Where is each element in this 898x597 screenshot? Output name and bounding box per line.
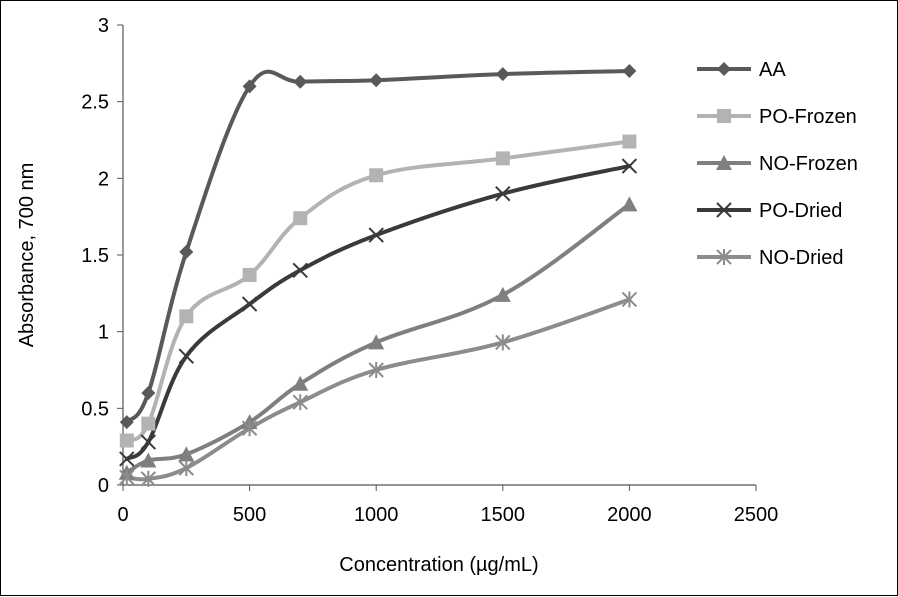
data-point-po-dried (621, 158, 638, 174)
series-line-no-dried (124, 297, 632, 482)
series-line-po-frozen (124, 139, 632, 443)
data-point-no-frozen (621, 196, 638, 212)
y-tick-label: 2.5 (81, 92, 109, 114)
legend-marker (716, 202, 732, 218)
x-tick-label: 2000 (607, 504, 652, 526)
legend-marker (717, 62, 731, 76)
legend-item-po-dried: PO-Dried (697, 200, 842, 222)
legend-marker (717, 109, 731, 123)
y-tick-label: 1.5 (81, 245, 109, 267)
data-point-po-frozen (495, 151, 510, 166)
axes: 0 0.5 1 1.5 2 2.5 3 0 500 1000 1500 2000 2500 (81, 15, 778, 526)
legend-item-no-frozen: NO-Frozen (697, 153, 858, 175)
data-point-po-dried (140, 434, 157, 450)
data-point-po-frozen (179, 309, 194, 324)
x-tick-label: 0 (117, 504, 128, 526)
y-tick-label: 3 (98, 15, 109, 37)
y-tick-label: 0 (98, 475, 109, 497)
data-point-no-dried (241, 420, 258, 437)
data-point-aa (141, 386, 156, 400)
data-point-no-dried (178, 460, 195, 477)
data-point-no-dried (140, 470, 157, 487)
legend-label: PO-Frozen (759, 106, 857, 128)
data-point-no-dried (621, 291, 638, 308)
data-point-no-dried (119, 469, 135, 486)
data-point-po-dried (368, 227, 384, 243)
data-point-po-frozen (622, 134, 637, 149)
data-point-po-dried (292, 262, 308, 279)
data-point-no-frozen (494, 286, 511, 302)
legend-label: PO-Dried (759, 200, 842, 222)
data-point-no-frozen (140, 452, 157, 468)
x-tick-label: 2500 (734, 504, 779, 526)
legend-marker (716, 155, 732, 170)
legend-item-aa: AA (697, 59, 786, 81)
data-point-po-dried (241, 296, 258, 312)
y-tick-label: 1 (98, 322, 109, 344)
y-tick-label: 0.5 (81, 398, 109, 420)
legend-label: NO-Dried (759, 247, 843, 269)
legend-label: NO-Frozen (759, 153, 858, 175)
y-tick-label: 2 (98, 168, 109, 190)
data-point-aa (293, 74, 308, 89)
data-point-po-dried (495, 185, 511, 202)
x-tick-label: 500 (233, 504, 266, 526)
data-point-po-dried (119, 451, 135, 467)
legend-item-po-frozen: PO-Frozen (697, 106, 857, 128)
data-point-no-frozen (368, 334, 385, 350)
data-point-aa (622, 64, 637, 78)
x-axis-title: Concentration (µg/mL) (339, 554, 538, 576)
legend-label: AA (759, 59, 786, 81)
data-point-aa (119, 415, 134, 430)
data-point-no-frozen (178, 446, 195, 462)
data-point-no-dried (495, 334, 511, 351)
data-point-po-frozen (293, 211, 308, 226)
data-point-no-frozen (292, 375, 309, 391)
data-point-po-frozen (369, 168, 384, 183)
x-tick-label: 1500 (481, 504, 526, 526)
series-lines (124, 69, 632, 482)
y-axis-title: Absorbance, 700 nm (16, 163, 38, 348)
data-point-po-frozen (242, 267, 257, 282)
legend-item-no-dried: NO-Dried (697, 247, 843, 269)
data-point-no-dried (292, 394, 308, 411)
x-tick-label: 1000 (354, 504, 399, 526)
data-point-no-dried (368, 362, 384, 378)
series-line-po-dried (124, 164, 632, 461)
data-point-aa (495, 67, 510, 82)
data-point-po-dried (178, 348, 195, 364)
series-markers (118, 64, 638, 487)
legend-marker (716, 249, 732, 265)
legend: AA PO-Frozen NO-Frozen PO-Dried NO-Dried (697, 59, 858, 269)
data-point-po-frozen (119, 433, 134, 448)
data-point-po-frozen (141, 416, 156, 431)
data-point-aa (369, 73, 384, 88)
data-point-aa (242, 79, 257, 94)
data-point-aa (179, 244, 194, 259)
